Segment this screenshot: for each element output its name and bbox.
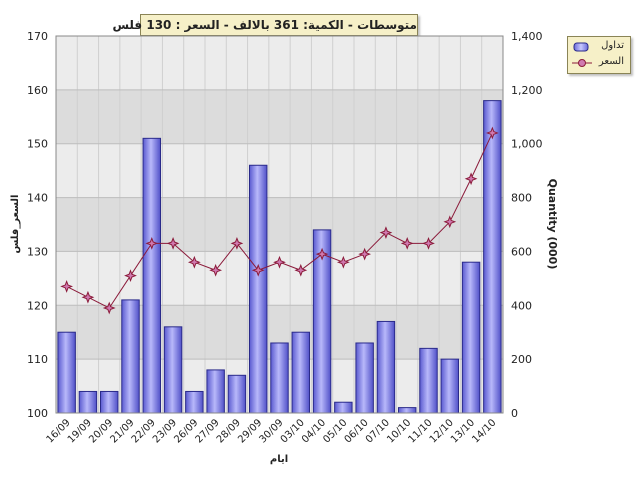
price-point-marker bbox=[166, 236, 180, 250]
legend-item-price: السعر bbox=[568, 55, 630, 71]
price-point-marker bbox=[315, 247, 329, 261]
price-point-marker bbox=[251, 263, 265, 277]
price-point-marker bbox=[358, 247, 372, 261]
price-point-marker bbox=[81, 290, 95, 304]
price-point-marker bbox=[443, 215, 457, 229]
volume-bar bbox=[270, 342, 289, 414]
plot-band bbox=[56, 197, 503, 252]
legend-item-volume: تداول bbox=[568, 39, 630, 55]
price-point-marker bbox=[379, 226, 393, 239]
y-right-tick-label: 1,400 bbox=[511, 30, 543, 43]
plot-band bbox=[56, 36, 503, 90]
volume-bars bbox=[57, 100, 502, 414]
legend-label-volume: تداول bbox=[601, 40, 624, 51]
x-axis-title: ايام bbox=[270, 454, 288, 465]
price-point-marker bbox=[336, 255, 350, 269]
volume-bar bbox=[334, 401, 353, 414]
price-point-marker bbox=[230, 236, 244, 250]
volume-bar bbox=[78, 390, 98, 414]
volume-bar bbox=[206, 369, 225, 414]
price-point-marker bbox=[294, 263, 308, 277]
y-left-tick-label: 160 bbox=[27, 84, 48, 97]
y-left-tick-label: 170 bbox=[27, 30, 48, 43]
volume-bar bbox=[99, 390, 119, 414]
volume-bar bbox=[419, 347, 438, 414]
price-point-marker bbox=[60, 280, 74, 293]
volume-bar bbox=[163, 326, 183, 414]
price-point-marker bbox=[273, 255, 286, 269]
y-right-tick-label: 1,000 bbox=[511, 138, 543, 151]
bar-swatch-icon bbox=[573, 42, 589, 52]
y-right-tick-label: 600 bbox=[511, 245, 532, 258]
price-point-marker bbox=[145, 236, 159, 250]
volume-bar bbox=[483, 100, 502, 414]
y-left-tick-label: 120 bbox=[27, 299, 48, 312]
price-point-marker bbox=[102, 301, 116, 315]
y-left-tick-label: 150 bbox=[27, 138, 48, 151]
price-point-marker bbox=[209, 263, 223, 277]
y-left-axis-title: السعر_فلس bbox=[10, 195, 21, 254]
volume-bar bbox=[355, 342, 374, 414]
volume-bar bbox=[461, 261, 481, 414]
volume-bar bbox=[142, 137, 162, 414]
plot-frame bbox=[55, 35, 504, 414]
volume-bar bbox=[440, 358, 460, 414]
price-line bbox=[60, 126, 499, 315]
volume-bar bbox=[376, 320, 396, 414]
y-right-tick-label: 200 bbox=[511, 353, 532, 366]
y-right-tick-label: 800 bbox=[511, 192, 532, 205]
volume-bar bbox=[291, 331, 311, 414]
chart-title: متوسطات - الكمية: 361 بالالف - السعر : 1… bbox=[112, 14, 418, 36]
plot-band bbox=[56, 89, 503, 144]
price-point-marker bbox=[464, 172, 478, 186]
plot-band bbox=[56, 143, 503, 198]
chart-legend: تداول السعر bbox=[567, 36, 631, 74]
line-marker-swatch-icon bbox=[572, 59, 592, 67]
price-point-marker bbox=[485, 126, 499, 140]
y-left-tick-label: 140 bbox=[27, 192, 48, 205]
volume-bar bbox=[248, 164, 268, 414]
price-point-marker bbox=[422, 236, 435, 250]
legend-label-price: السعر bbox=[598, 56, 624, 67]
volume-bar bbox=[227, 374, 247, 414]
y-right-tick-label: 400 bbox=[511, 299, 532, 312]
y-left-tick-label: 130 bbox=[27, 245, 48, 258]
price-point-marker bbox=[400, 236, 414, 250]
price-point-marker bbox=[124, 269, 137, 283]
price-point-marker bbox=[187, 255, 201, 269]
y-right-axis-title: Quantity (000) bbox=[546, 179, 559, 270]
volume-bar bbox=[121, 299, 140, 414]
x-tick-label: 14/10 bbox=[470, 417, 498, 445]
y-right-tick-label: 0 bbox=[511, 407, 518, 420]
volume-bar bbox=[57, 331, 76, 414]
y-left-tick-label: 100 bbox=[27, 407, 48, 420]
volume-bar bbox=[185, 390, 204, 414]
volume-bar bbox=[397, 407, 417, 414]
y-right-tick-label: 1,200 bbox=[511, 84, 543, 97]
y-left-tick-label: 110 bbox=[27, 353, 48, 366]
